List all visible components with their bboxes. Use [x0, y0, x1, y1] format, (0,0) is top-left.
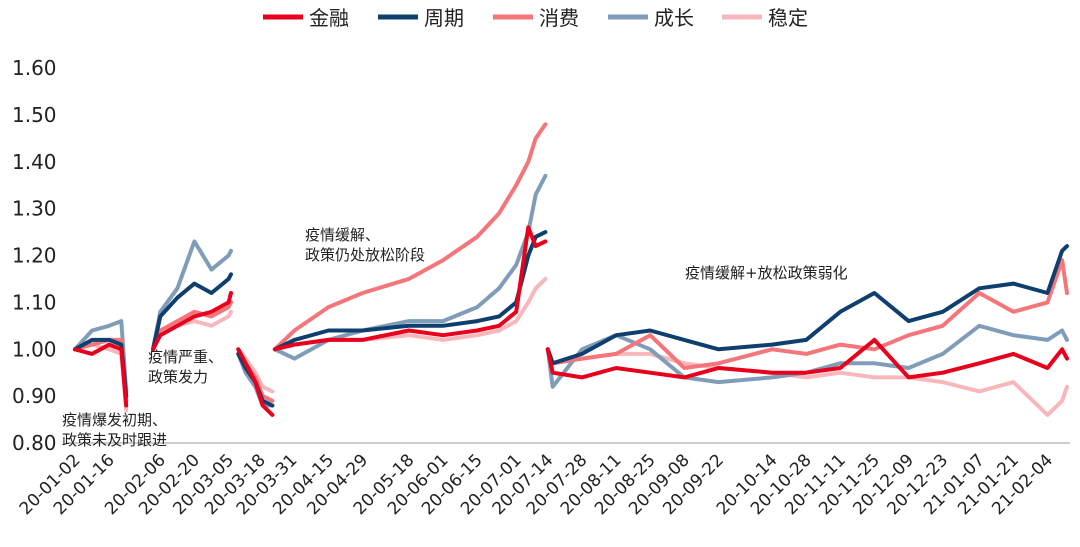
annotation-text: 政策仍处放松阶段 [305, 246, 425, 264]
y-tick-label: 1.40 [12, 150, 57, 174]
y-tick-label: 1.60 [12, 56, 57, 80]
legend-label: 稳定 [768, 6, 808, 30]
chart-legend: 金融 周期 消费 成长 稳定 [263, 6, 808, 30]
annotation-text: 政策未及时跟进 [62, 431, 167, 449]
series-line-稳定-segment-1 [73, 342, 129, 413]
series-line-消费-segment-5 [545, 258, 1069, 370]
y-tick-label: 1.30 [12, 197, 57, 221]
y-tick-label: 1.50 [12, 103, 57, 127]
annotations: 疫情爆发初期、政策未及时跟进 疫情严重、政策发力 疫情缓解、政策仍处放松阶段疫情缓解… [62, 226, 848, 449]
series-line-金融-segment-3 [236, 347, 275, 417]
y-tick-label: 0.80 [12, 431, 57, 455]
series-line-消费-segment-2 [151, 300, 233, 352]
series-line-金融-segment-1 [73, 342, 129, 408]
y-axis: 0.80 0.90 1.00 1.10 1.20 1.30 1.40 1.50 1.60 [12, 56, 57, 455]
series-line-金融-segment-4 [272, 225, 548, 352]
legend-label: 金融 [309, 6, 349, 30]
series-line-周期-segment-2 [151, 272, 233, 352]
annotation-text: 疫情缓解、 [305, 226, 380, 244]
annotation-text: 疫情严重、 [148, 348, 223, 366]
y-tick-label: 1.20 [12, 244, 57, 268]
y-tick-label: 1.10 [12, 290, 57, 314]
x-axis: 20-01-0220-01-1620-02-0620-02-2020-03-05… [16, 450, 1057, 519]
y-tick-label: 0.90 [12, 384, 57, 408]
legend-label: 周期 [424, 6, 464, 30]
series-line-周期-segment-4 [272, 230, 548, 352]
y-tick-label: 1.00 [12, 337, 57, 361]
series-line-成长-segment-2 [151, 239, 233, 352]
annotation-text: 政策发力 [148, 368, 208, 386]
series-line-成长-segment-1 [73, 319, 129, 394]
plot-area [73, 122, 1069, 417]
series-line-金融-segment-5 [545, 337, 1069, 380]
series-line-周期-segment-5 [545, 244, 1069, 366]
series-line-消费-segment-4 [272, 122, 548, 352]
legend-label: 成长 [654, 6, 694, 30]
annotation-text: 疫情爆发初期、 [62, 411, 167, 429]
series-line-金融-segment-2 [151, 291, 233, 352]
annotation-text: 疫情缓解+放松政策弱化 [685, 264, 848, 282]
legend-label: 消费 [539, 6, 579, 30]
